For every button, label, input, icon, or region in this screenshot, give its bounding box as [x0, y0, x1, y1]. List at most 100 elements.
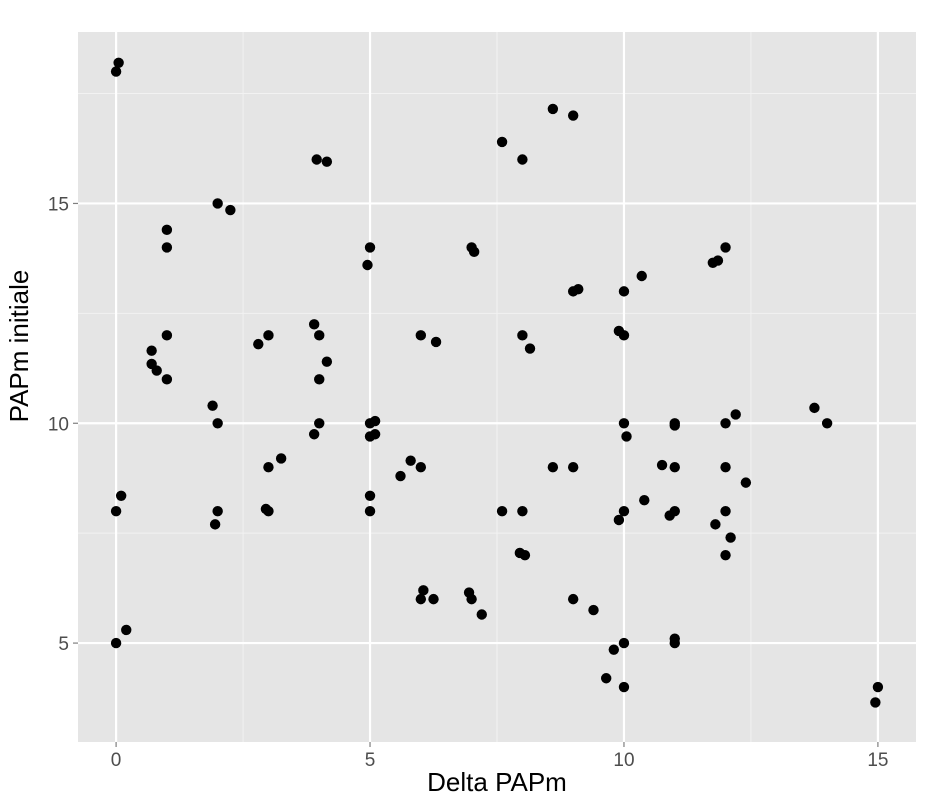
data-point — [395, 470, 406, 482]
data-point — [362, 259, 373, 271]
data-point — [639, 495, 650, 506]
y-axis-title: PAPm initiale — [4, 270, 34, 423]
data-point — [415, 593, 427, 605]
data-point — [405, 455, 416, 466]
data-point — [308, 429, 320, 440]
data-point — [314, 374, 325, 385]
data-point — [618, 681, 630, 693]
data-point — [314, 418, 325, 429]
data-point — [720, 549, 731, 561]
data-point — [618, 418, 630, 429]
data-point — [710, 519, 721, 530]
data-point — [121, 624, 132, 636]
data-point — [212, 198, 223, 209]
data-point — [669, 505, 680, 517]
minor-gridlines — [78, 32, 916, 742]
data-point — [872, 681, 884, 693]
data-point — [428, 593, 439, 605]
data-point — [212, 505, 223, 517]
y-tick-label: 10 — [48, 414, 69, 435]
data-point — [110, 66, 122, 77]
data-point — [115, 490, 127, 502]
data-point — [207, 400, 218, 411]
data-point — [720, 462, 731, 473]
data-point — [146, 345, 157, 356]
data-point — [263, 330, 274, 341]
data-point — [524, 343, 536, 354]
data-point — [321, 156, 333, 167]
data-point — [263, 505, 274, 517]
data-point — [161, 224, 173, 236]
data-point — [656, 459, 668, 471]
data-point — [809, 402, 820, 414]
x-tick-label: 15 — [867, 750, 888, 771]
data-point — [669, 462, 680, 473]
x-axis-title: Delta PAPm — [427, 767, 567, 797]
data-point — [113, 57, 124, 68]
data-point — [275, 453, 287, 464]
data-point — [720, 505, 731, 517]
data-point — [209, 519, 221, 530]
data-point — [225, 204, 236, 216]
data-point — [253, 338, 264, 350]
data-point — [870, 697, 881, 708]
data-points — [110, 57, 884, 708]
data-point — [476, 609, 487, 620]
data-point — [364, 505, 376, 517]
x-tick-label: 10 — [613, 750, 634, 771]
data-point — [608, 644, 620, 655]
data-point — [212, 418, 223, 429]
data-point — [547, 462, 559, 473]
data-point — [468, 246, 480, 258]
data-point — [618, 286, 630, 297]
data-point — [110, 637, 122, 649]
data-point — [618, 330, 630, 341]
data-point — [720, 242, 731, 253]
y-tick-label: 5 — [58, 634, 69, 655]
data-point — [369, 415, 381, 427]
data-point — [588, 604, 599, 616]
data-point — [740, 477, 752, 488]
data-point — [415, 330, 427, 341]
data-point — [517, 505, 528, 517]
data-point — [263, 462, 274, 473]
data-point — [364, 242, 376, 253]
data-point — [567, 593, 579, 605]
data-point — [517, 330, 528, 341]
data-point — [573, 283, 584, 295]
data-point — [669, 420, 680, 431]
major-gridlines — [78, 32, 916, 742]
data-point — [669, 637, 680, 649]
data-point — [369, 429, 381, 440]
data-point — [636, 270, 647, 282]
data-point — [600, 673, 612, 684]
data-point — [618, 637, 630, 649]
data-point — [161, 330, 173, 341]
data-point — [314, 330, 325, 341]
data-point — [151, 365, 162, 376]
data-point — [517, 154, 528, 165]
data-point — [712, 255, 724, 266]
y-tick-label: 15 — [48, 194, 69, 215]
data-point — [567, 462, 579, 473]
x-tick-label: 0 — [111, 750, 122, 771]
data-point — [547, 103, 559, 115]
data-point — [618, 505, 630, 517]
data-point — [430, 336, 442, 348]
data-point — [821, 418, 833, 429]
data-point — [161, 374, 173, 385]
data-point — [415, 462, 427, 473]
data-point — [725, 532, 736, 543]
data-point — [364, 490, 376, 502]
data-point — [621, 431, 632, 442]
data-point — [418, 585, 429, 596]
data-point — [321, 356, 333, 367]
data-point — [308, 319, 320, 330]
data-point — [311, 154, 322, 165]
data-point — [110, 505, 122, 517]
data-point — [496, 505, 508, 517]
data-point — [720, 418, 731, 429]
data-point — [496, 136, 508, 148]
data-point — [567, 110, 579, 121]
data-point — [466, 593, 477, 605]
